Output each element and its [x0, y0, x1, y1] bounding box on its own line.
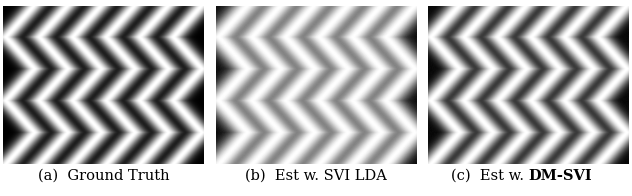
Text: (b)  Est w. SVI LDA: (b) Est w. SVI LDA	[245, 169, 387, 183]
Text: DM-SVI: DM-SVI	[528, 169, 592, 183]
Text: (a)  Ground Truth: (a) Ground Truth	[38, 169, 169, 183]
Text: (c)  Est w.: (c) Est w.	[451, 169, 528, 183]
